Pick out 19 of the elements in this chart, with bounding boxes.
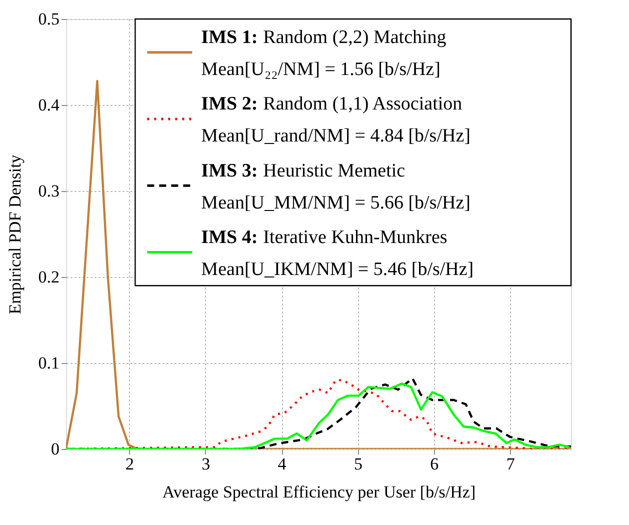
y-tick-label: 0.4: [38, 96, 60, 114]
x-tick-label: 7: [506, 454, 516, 474]
y-tick-label: 0.2: [38, 268, 60, 286]
x-tick-label: 3: [202, 454, 210, 474]
line-series: [66, 80, 571, 449]
x-tick-label: 2: [125, 454, 134, 474]
legend-label: IMS 2: Random (1,1) Association Mean[U_rand/NM] = 4.84 [b/s/Hz]: [201, 94, 470, 147]
x-tick-label: 6: [430, 454, 439, 474]
legend-label: IMS 3: Heuristic Memetic Mean[U_MM/NM] = 5.66 [b/s/Hz]: [201, 160, 470, 214]
y-tick-label: 0.3: [38, 182, 60, 200]
y-axis-title: Empirical PDF Density: [5, 154, 24, 314]
y-tick-label: 0.1: [38, 354, 60, 372]
x-axis-title: Average Spectral Efficiency per User [b/s/Hz]: [162, 482, 476, 502]
legend-label: IMS 1: Random (2,2) Matching Mean[U₂₂/NM] = 1.56 [b/s/Hz]: [201, 26, 447, 80]
y-tick-label: 0: [51, 440, 60, 458]
legend-label: IMS 4: Iterative Kuhn-Munkres Mean[U_IKM/NM] = 5.46 [b/s/Hz]: [201, 226, 474, 280]
y-tick-label: 0.5: [38, 10, 60, 28]
x-tick-label: 4: [278, 454, 287, 474]
x-tick-label: 5: [354, 454, 362, 474]
